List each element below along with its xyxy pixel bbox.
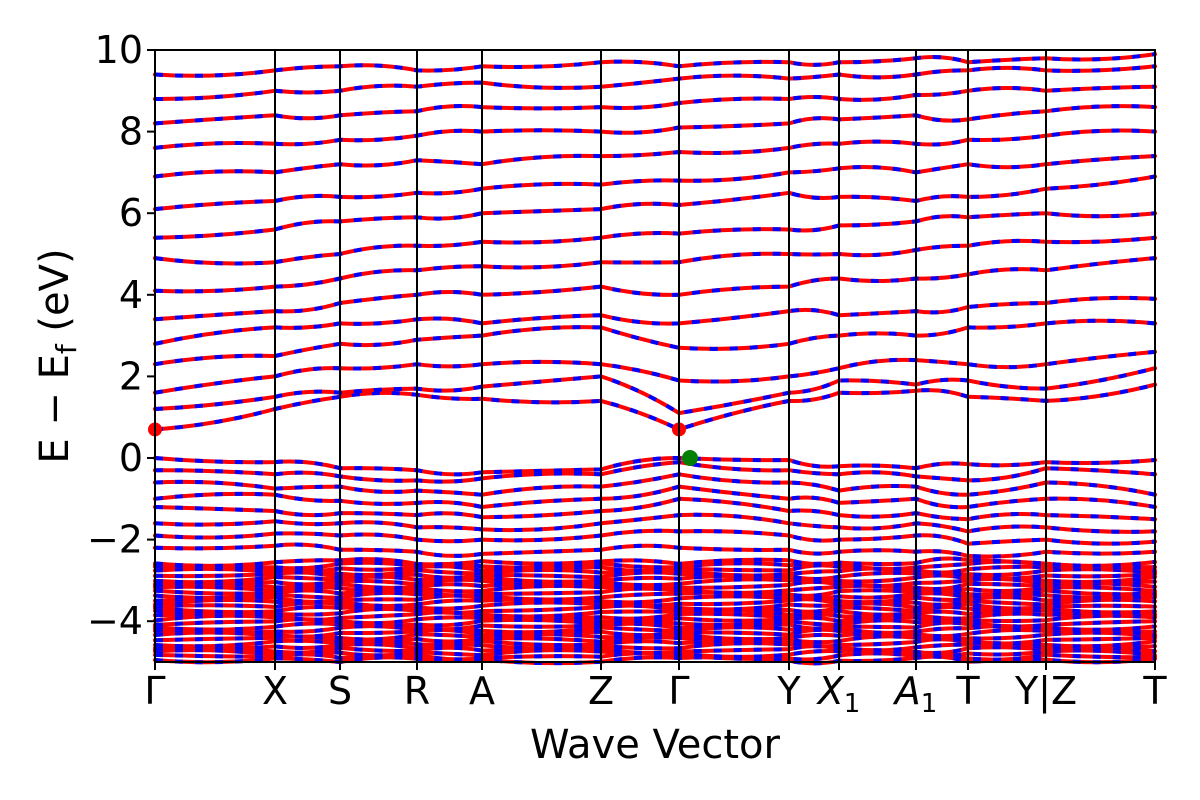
band-line-spin-up [153, 295, 1157, 346]
band-line-spin-down [154, 154, 1156, 212]
x-tick-label: Y|Z [1014, 669, 1077, 714]
band-extrema-markers [148, 422, 698, 466]
y-tick-label: 4 [119, 273, 143, 317]
band-line-spin-down [154, 295, 1156, 346]
x-tick-label: Γ [144, 669, 165, 713]
y-tick-label: −2 [87, 518, 143, 562]
band-line-spin-down [154, 349, 1156, 395]
y-tick-label: 0 [119, 436, 143, 480]
band-lines [153, 52, 1157, 666]
x-tick-label-main: A [892, 669, 921, 713]
x-tick-label: Y [776, 669, 801, 713]
x-tick-label: A [469, 669, 495, 713]
y-axis-title-unit: (eV) [32, 248, 78, 344]
band-line-spin-up [153, 256, 1157, 322]
plot-frame [154, 49, 1156, 663]
x-tick-label: Γ [668, 669, 689, 713]
vbm-marker [682, 450, 698, 466]
x-tick-label: Z [588, 669, 614, 713]
x-tick-label: R [404, 669, 430, 713]
y-axis-title-main: E − E [32, 354, 78, 464]
x-tick-label: A1 [892, 669, 938, 719]
x-tick-label-main: X [816, 669, 845, 713]
x-axis-title: Wave Vector [530, 722, 781, 768]
y-tick-label: 10 [95, 28, 143, 72]
band-line-spin-up [153, 174, 1157, 240]
y-tick-label: 8 [119, 110, 143, 154]
band-line-spin-down [154, 52, 1156, 78]
y-tick-label: 6 [119, 191, 143, 235]
y-tick-label: 2 [119, 354, 143, 398]
x-tick-label: T [955, 669, 980, 713]
y-axis-title: E − Ef (eV) [32, 248, 83, 463]
x-tick-label: S [328, 669, 352, 713]
band-line-spin-down [154, 104, 1156, 150]
x-tick-label: X [262, 669, 288, 713]
x-tick-label-sub: 1 [921, 689, 938, 719]
y-tick-label: −4 [87, 599, 143, 643]
band-line-spin-up [153, 154, 1157, 212]
y-axis: 10 8 6 4 2 0 −2 −4 [87, 28, 155, 643]
band-line-spin-down [154, 174, 1156, 240]
band-line-spin-up [153, 211, 1157, 266]
band-line-spin-up [153, 104, 1157, 150]
x-axis: Γ X S R A Z Γ Y X1 A1 T Y|Z T [144, 662, 1167, 719]
x-tick-label: T [1142, 669, 1167, 713]
band-line-spin-up [153, 235, 1157, 294]
x-tick-label-sub: 1 [844, 689, 861, 719]
x-tick-label: X1 [816, 669, 861, 719]
y-axis-title-subscript: f [50, 343, 83, 354]
high-symmetry-lines [274, 50, 1047, 662]
